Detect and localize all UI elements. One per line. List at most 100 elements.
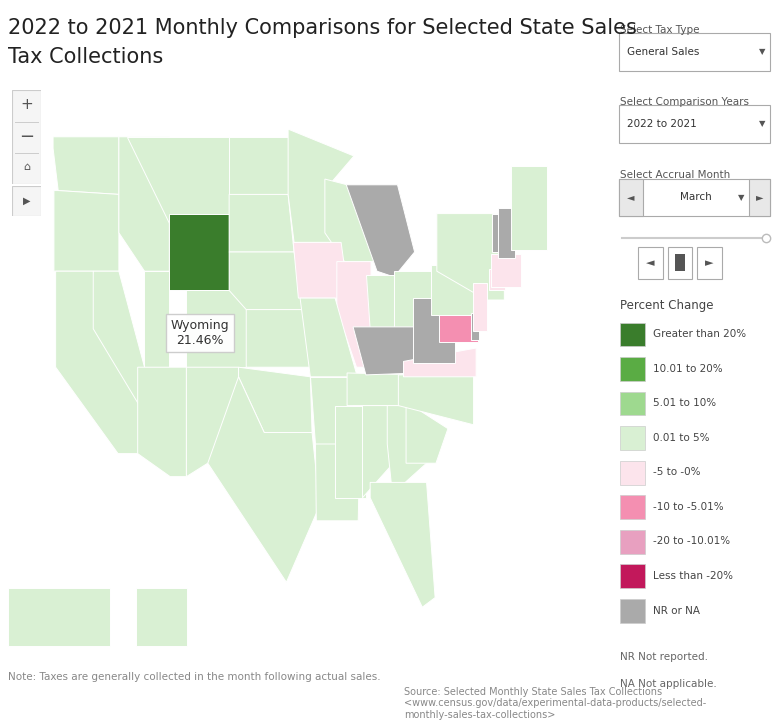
- Polygon shape: [394, 271, 431, 341]
- Text: March: March: [680, 192, 711, 202]
- FancyBboxPatch shape: [697, 247, 722, 279]
- Polygon shape: [491, 254, 521, 287]
- Polygon shape: [293, 243, 349, 298]
- Polygon shape: [53, 137, 119, 194]
- Polygon shape: [144, 271, 186, 367]
- FancyBboxPatch shape: [620, 599, 645, 623]
- Polygon shape: [431, 266, 480, 315]
- Polygon shape: [399, 375, 474, 425]
- Text: Select Comparison Years: Select Comparison Years: [620, 97, 749, 107]
- Text: 0.01 to 5%: 0.01 to 5%: [653, 433, 709, 443]
- Polygon shape: [136, 588, 187, 646]
- FancyBboxPatch shape: [620, 392, 645, 415]
- Polygon shape: [325, 179, 377, 261]
- Text: ►: ►: [756, 192, 764, 202]
- Polygon shape: [288, 129, 354, 243]
- Polygon shape: [119, 137, 169, 271]
- Polygon shape: [498, 208, 515, 258]
- Text: Select Tax Type: Select Tax Type: [620, 25, 700, 35]
- Text: 2022 to 2021 Monthly Comparisons for Selected State Sales: 2022 to 2021 Monthly Comparisons for Sel…: [8, 18, 636, 38]
- Text: ▼: ▼: [759, 120, 765, 128]
- FancyBboxPatch shape: [620, 426, 645, 450]
- Polygon shape: [492, 214, 508, 252]
- Text: -5 to -0%: -5 to -0%: [653, 467, 701, 477]
- Polygon shape: [229, 194, 294, 252]
- Polygon shape: [353, 327, 419, 375]
- Polygon shape: [413, 298, 455, 364]
- FancyBboxPatch shape: [618, 33, 771, 71]
- Polygon shape: [511, 166, 547, 250]
- Polygon shape: [347, 185, 415, 277]
- Polygon shape: [56, 271, 139, 454]
- Text: NA Not applicable.: NA Not applicable.: [620, 679, 717, 689]
- Polygon shape: [207, 377, 320, 582]
- Polygon shape: [310, 377, 353, 444]
- Text: +: +: [20, 96, 33, 112]
- Polygon shape: [472, 283, 487, 330]
- Polygon shape: [403, 348, 476, 377]
- Polygon shape: [387, 405, 427, 494]
- Polygon shape: [437, 214, 504, 300]
- Text: Select Accrual Month: Select Accrual Month: [620, 170, 730, 180]
- Polygon shape: [362, 405, 393, 498]
- Polygon shape: [347, 373, 421, 405]
- Text: ⌂: ⌂: [23, 162, 30, 172]
- Polygon shape: [138, 367, 186, 477]
- Text: ◄: ◄: [627, 192, 635, 202]
- Text: ▶: ▶: [23, 196, 30, 206]
- Polygon shape: [315, 444, 360, 521]
- Polygon shape: [366, 275, 394, 348]
- FancyBboxPatch shape: [620, 323, 645, 346]
- Polygon shape: [93, 271, 145, 405]
- Text: -10 to -5.01%: -10 to -5.01%: [653, 502, 723, 512]
- Text: General Sales: General Sales: [627, 47, 699, 57]
- FancyBboxPatch shape: [620, 495, 645, 519]
- Text: −: −: [19, 127, 34, 145]
- Polygon shape: [229, 252, 305, 310]
- FancyBboxPatch shape: [667, 247, 692, 279]
- Polygon shape: [504, 271, 511, 287]
- Polygon shape: [239, 367, 312, 433]
- Text: -20 to -10.01%: -20 to -10.01%: [653, 536, 730, 546]
- FancyBboxPatch shape: [618, 105, 771, 143]
- Text: ▼: ▼: [738, 193, 744, 202]
- FancyBboxPatch shape: [620, 530, 645, 554]
- Polygon shape: [169, 214, 229, 290]
- Text: Greater than 20%: Greater than 20%: [653, 329, 746, 339]
- FancyBboxPatch shape: [618, 179, 771, 216]
- Polygon shape: [471, 313, 479, 341]
- Polygon shape: [127, 137, 230, 223]
- Polygon shape: [337, 261, 371, 367]
- Text: 2022 to 2021: 2022 to 2021: [627, 119, 697, 129]
- Text: 5.01 to 10%: 5.01 to 10%: [653, 398, 716, 408]
- Polygon shape: [335, 405, 366, 498]
- FancyBboxPatch shape: [618, 179, 643, 216]
- Text: ▼: ▼: [759, 48, 765, 56]
- FancyBboxPatch shape: [620, 357, 645, 381]
- FancyBboxPatch shape: [12, 186, 41, 216]
- Text: NR Not reported.: NR Not reported.: [620, 652, 709, 662]
- Polygon shape: [246, 310, 310, 367]
- Bar: [675, 254, 685, 271]
- Text: Source: Selected Monthly State Sales Tax Collections
<www.census.gov/data/experi: Source: Selected Monthly State Sales Tax…: [404, 687, 706, 720]
- Text: Wyoming
21.46%: Wyoming 21.46%: [171, 319, 229, 347]
- FancyBboxPatch shape: [12, 90, 41, 184]
- FancyBboxPatch shape: [749, 179, 771, 216]
- Polygon shape: [229, 137, 288, 194]
- Polygon shape: [8, 588, 110, 646]
- FancyBboxPatch shape: [620, 461, 645, 485]
- Text: NR or NA: NR or NA: [653, 606, 700, 616]
- Polygon shape: [186, 290, 247, 367]
- Polygon shape: [370, 482, 435, 607]
- Polygon shape: [489, 269, 505, 290]
- Polygon shape: [440, 315, 478, 342]
- Text: Note: Taxes are generally collected in the month following actual sales.: Note: Taxes are generally collected in t…: [8, 672, 381, 683]
- Polygon shape: [186, 367, 239, 477]
- Text: Percent Change: Percent Change: [620, 299, 714, 312]
- Text: Tax Collections: Tax Collections: [8, 47, 163, 67]
- FancyBboxPatch shape: [620, 564, 645, 588]
- FancyBboxPatch shape: [639, 247, 663, 279]
- Polygon shape: [300, 298, 357, 377]
- Polygon shape: [406, 402, 448, 463]
- Text: ►: ►: [705, 258, 713, 268]
